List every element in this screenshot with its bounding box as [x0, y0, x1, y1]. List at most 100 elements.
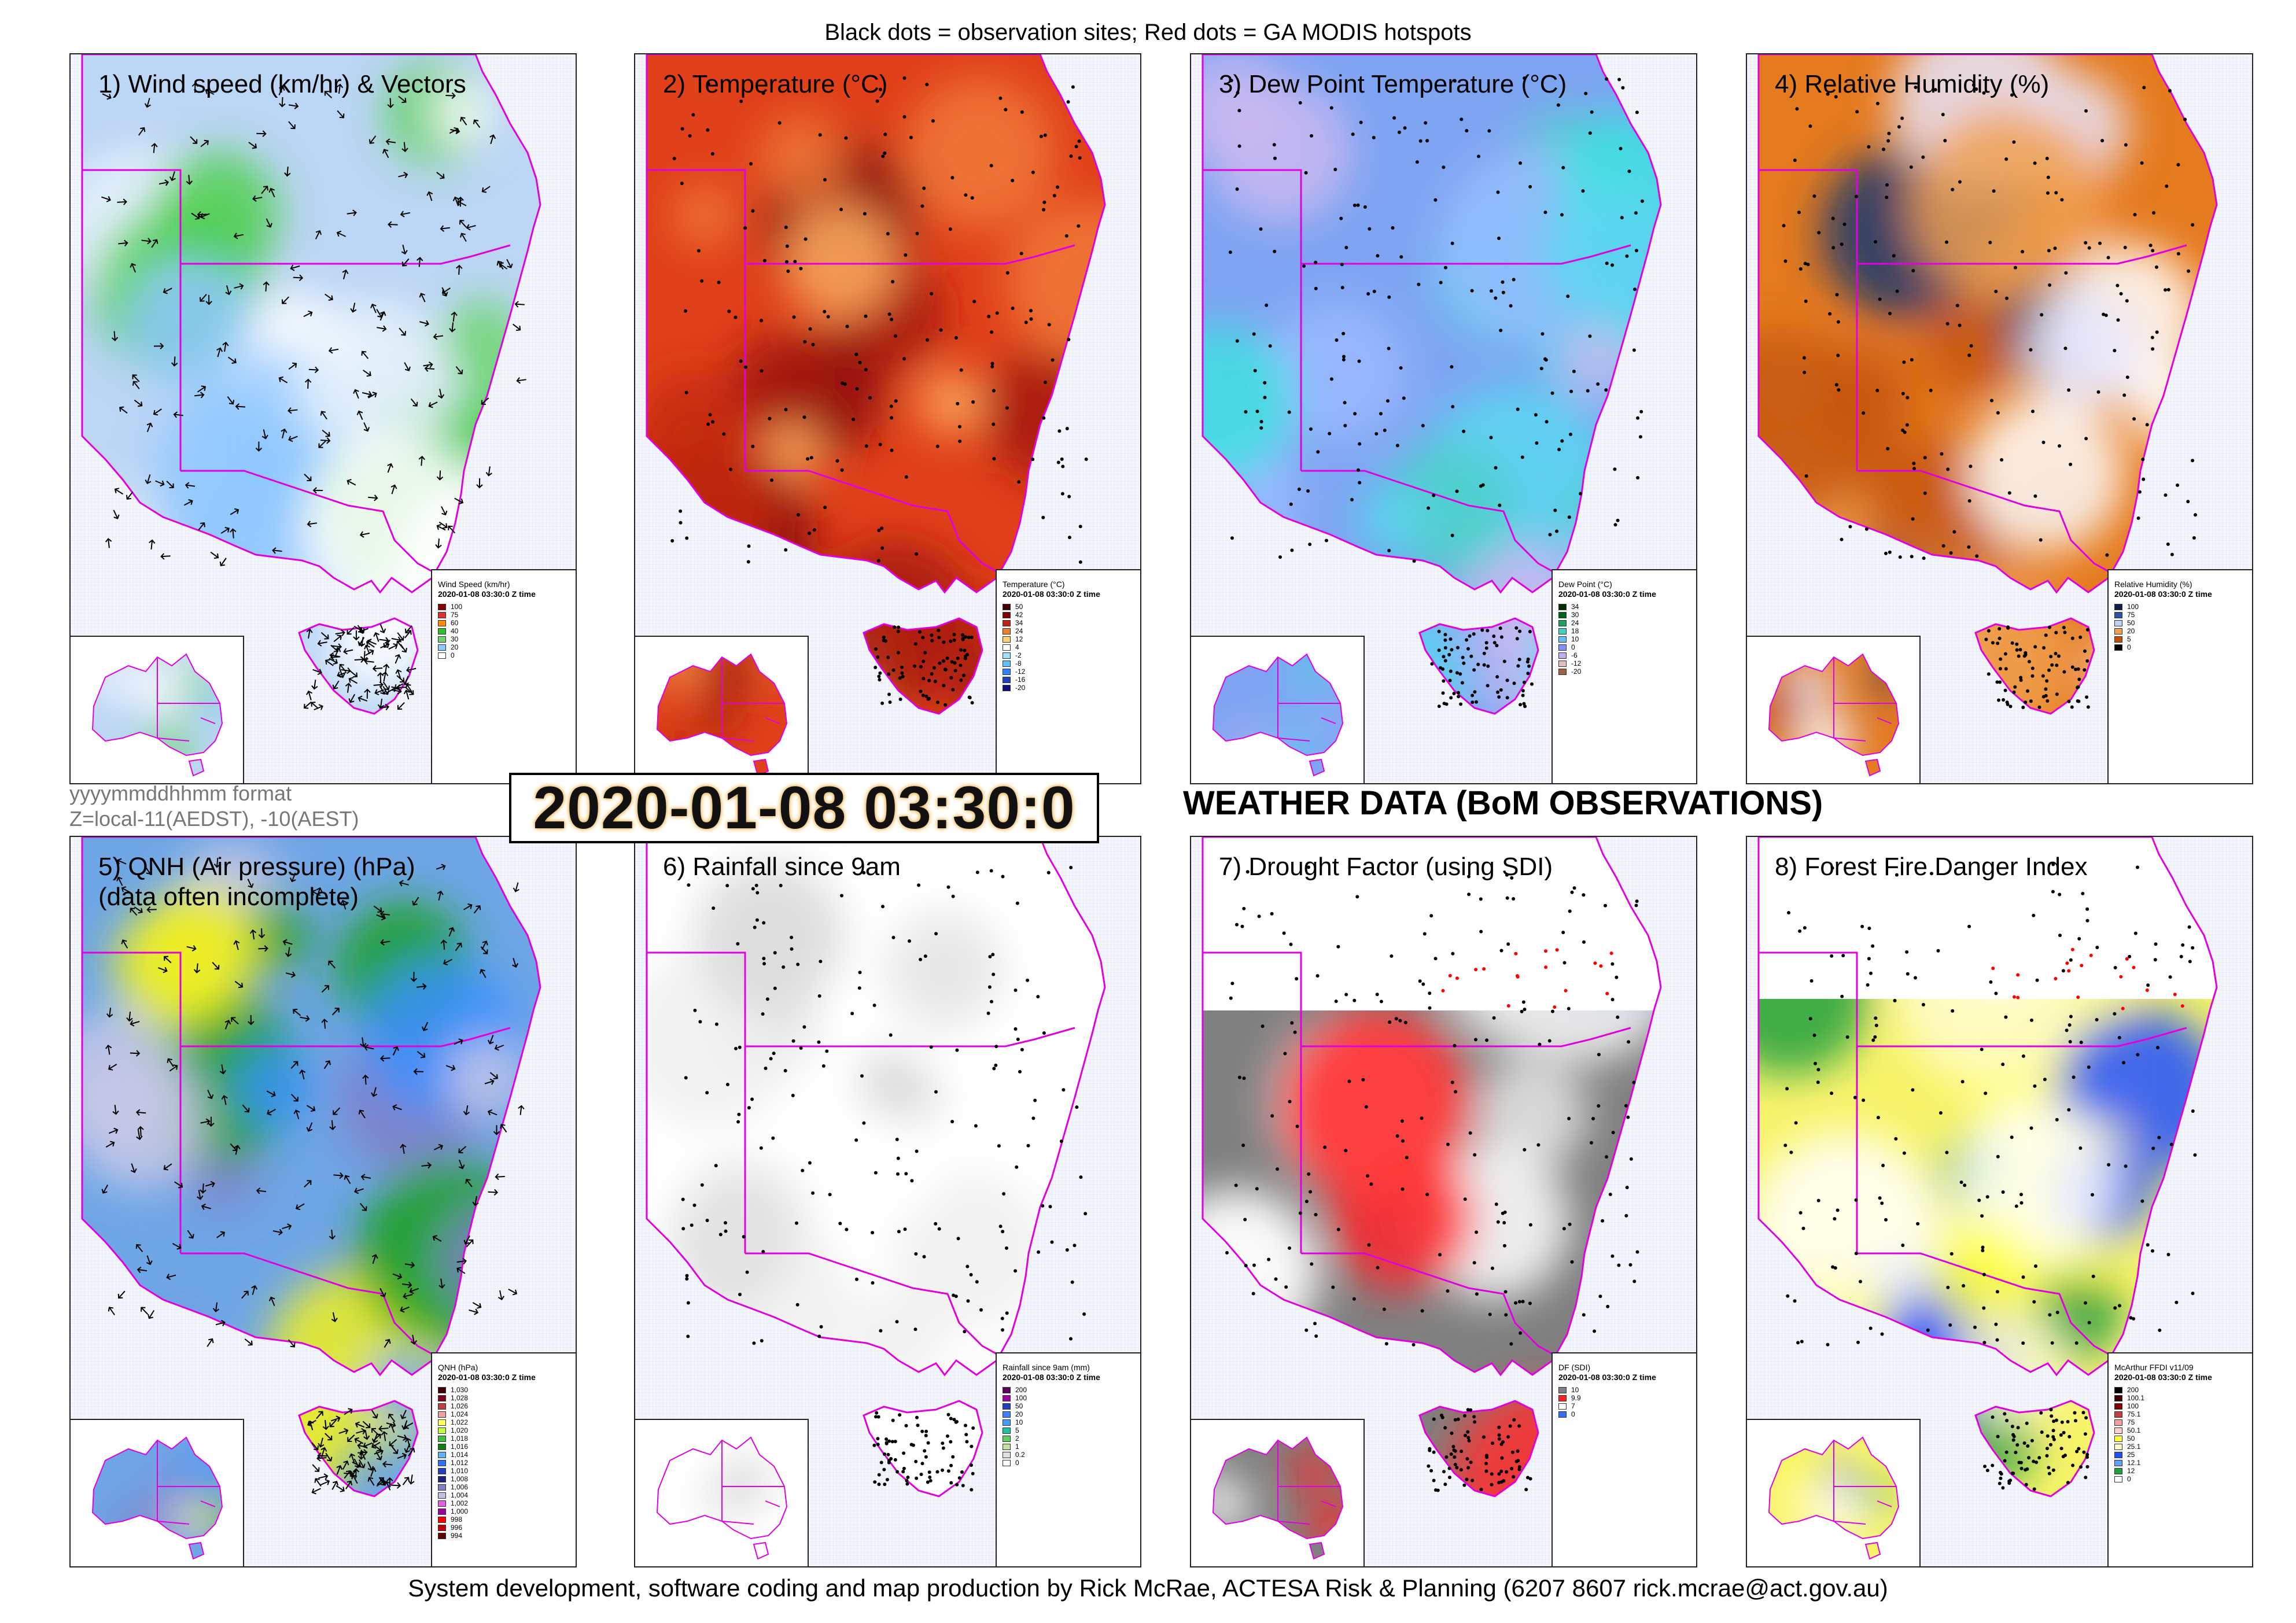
ffdi-title: 8) Forest Fire Danger Index [1775, 852, 2087, 882]
legend-swatch [1003, 603, 1011, 610]
legend-row: 200 [1003, 1386, 1134, 1394]
legend-time: 2020-01-08 03:30:0 Z time [1003, 1373, 1100, 1382]
legend-row: 60 [438, 619, 570, 627]
legend-row: 10 [1558, 1386, 1690, 1394]
legend-value: 5 [2127, 635, 2131, 643]
legend-value: 24 [1015, 626, 1023, 635]
legend-swatch [438, 1427, 446, 1434]
legend-row: 25.1 [2114, 1443, 2246, 1451]
legend-time: 2020-01-08 03:30:0 Z time [1558, 589, 1656, 599]
legend-row: 34 [1558, 603, 1690, 611]
legend-value: -12 [1571, 659, 1582, 667]
legend-time: 2020-01-08 03:30:0 Z time [1003, 589, 1100, 599]
temperature-inset-map [635, 636, 809, 783]
legend-swatch [1003, 1427, 1011, 1434]
legend-value: 50 [2127, 618, 2135, 627]
legend-row: 42 [1003, 611, 1134, 619]
legend-swatch [2114, 1435, 2122, 1442]
rain-legend: Rainfall since 9am (mm) 2020-01-08 03:30:… [996, 1352, 1140, 1566]
legend-value: 20 [1015, 1410, 1023, 1418]
legend-row: -20 [1003, 684, 1134, 692]
legend-row: -2 [1003, 651, 1134, 659]
legend-value: 1,022 [451, 1418, 469, 1426]
dewpoint-map [1191, 54, 1696, 783]
legend-row: 1,002 [438, 1499, 570, 1507]
legend-row: 50 [2114, 619, 2246, 627]
legend-swatch [1003, 1419, 1011, 1426]
legend-value: 1 [1015, 1442, 1019, 1451]
legend-swatch [1558, 636, 1567, 643]
legend-row: 25 [2114, 1451, 2246, 1459]
wind-map [71, 54, 576, 783]
legend-value: 5 [1015, 1426, 1019, 1434]
legend-row: -12 [1558, 659, 1690, 667]
legend-swatch [1558, 619, 1567, 626]
drought-inset-map [1191, 1419, 1365, 1566]
legend-value: 1,000 [451, 1507, 469, 1515]
legend-value: 50 [2127, 1434, 2135, 1443]
legend-swatch [1558, 652, 1567, 659]
legend-time: 2020-01-08 03:30:0 Z time [438, 1373, 536, 1382]
legend-swatch [1003, 1435, 1011, 1442]
rh-title: 4) Relative Humidity (%) [1775, 69, 2049, 99]
legend-swatch [2114, 611, 2122, 618]
legend-row: 1,016 [438, 1443, 570, 1451]
legend-value: 40 [451, 626, 459, 635]
legend-row: 40 [438, 627, 570, 635]
legend-value: -16 [1015, 675, 1026, 684]
legend-swatch [1003, 636, 1011, 643]
legend-value: 75.1 [2127, 1410, 2141, 1418]
legend-value: 75 [2127, 610, 2135, 619]
qnh-title-text: 5) QNH (Air pressure) (hPa) [98, 853, 415, 881]
legend-row: 1,010 [438, 1467, 570, 1475]
legend-row: 1,008 [438, 1475, 570, 1483]
legend-row: 5 [1003, 1426, 1134, 1434]
legend-swatch [2114, 603, 2122, 610]
legend-value: 1,016 [451, 1442, 469, 1451]
legend-title: Wind Speed (km/hr) [438, 580, 510, 589]
legend-value: 24 [1571, 618, 1579, 627]
legend-value: 10 [1571, 635, 1579, 643]
legend-row: 1,014 [438, 1451, 570, 1459]
legend-swatch [1558, 1403, 1567, 1410]
legend-row: 50.1 [2114, 1426, 2246, 1434]
legend-swatch [438, 1532, 446, 1539]
legend-swatch [438, 1386, 446, 1393]
legend-value: 10 [1015, 1418, 1023, 1426]
legend-swatch [1003, 628, 1011, 635]
legend-swatch [2114, 1443, 2122, 1450]
legend-value: 0 [2127, 643, 2131, 651]
legend-swatch [2114, 1386, 2122, 1393]
legend-swatch [438, 1435, 446, 1442]
legend-swatch [2114, 619, 2122, 626]
panel-rh: 4) Relative Humidity (%) Relative Humidit… [1746, 53, 2253, 784]
legend-value: 1,028 [451, 1393, 469, 1402]
legend-row: 100 [438, 603, 570, 611]
drought-title-text: 7) Drought Factor (using SDI) [1219, 853, 1553, 881]
legend-value: 75 [2127, 1418, 2135, 1426]
legend-value: 12 [2127, 1466, 2135, 1475]
legend-swatch [1003, 652, 1011, 659]
legend-value: -2 [1015, 651, 1022, 659]
legend-row: 20 [438, 643, 570, 651]
wind-inset-map [71, 636, 244, 783]
legend-value: 100 [451, 602, 463, 611]
legend-swatch [2114, 636, 2122, 643]
rh-title-text: 4) Relative Humidity (%) [1775, 70, 2050, 98]
legend-swatch [2114, 1419, 2122, 1426]
legend-value: 200 [2127, 1385, 2139, 1394]
temperature-title: 2) Temperature (°C) [663, 69, 887, 99]
temperature-legend: Temperature (°C) 2020-01-08 03:30:0 Z tim… [996, 569, 1140, 783]
ffdi-inset-map [1747, 1419, 1921, 1566]
wind-title: 1) Wind speed (km/hr) & Vectors [98, 69, 466, 99]
legend-row: 20 [1003, 1410, 1134, 1418]
legend-value: 10 [1571, 1385, 1579, 1394]
legend-row: 996 [438, 1524, 570, 1532]
legend-value: 1,008 [451, 1474, 469, 1483]
legend-value: -20 [1015, 683, 1026, 692]
legend-row: 12 [1003, 635, 1134, 643]
legend-title: Dew Point (°C) [1558, 580, 1612, 589]
drought-map [1191, 837, 1696, 1566]
legend-row: 1,020 [438, 1426, 570, 1434]
legend-swatch [438, 1451, 446, 1458]
